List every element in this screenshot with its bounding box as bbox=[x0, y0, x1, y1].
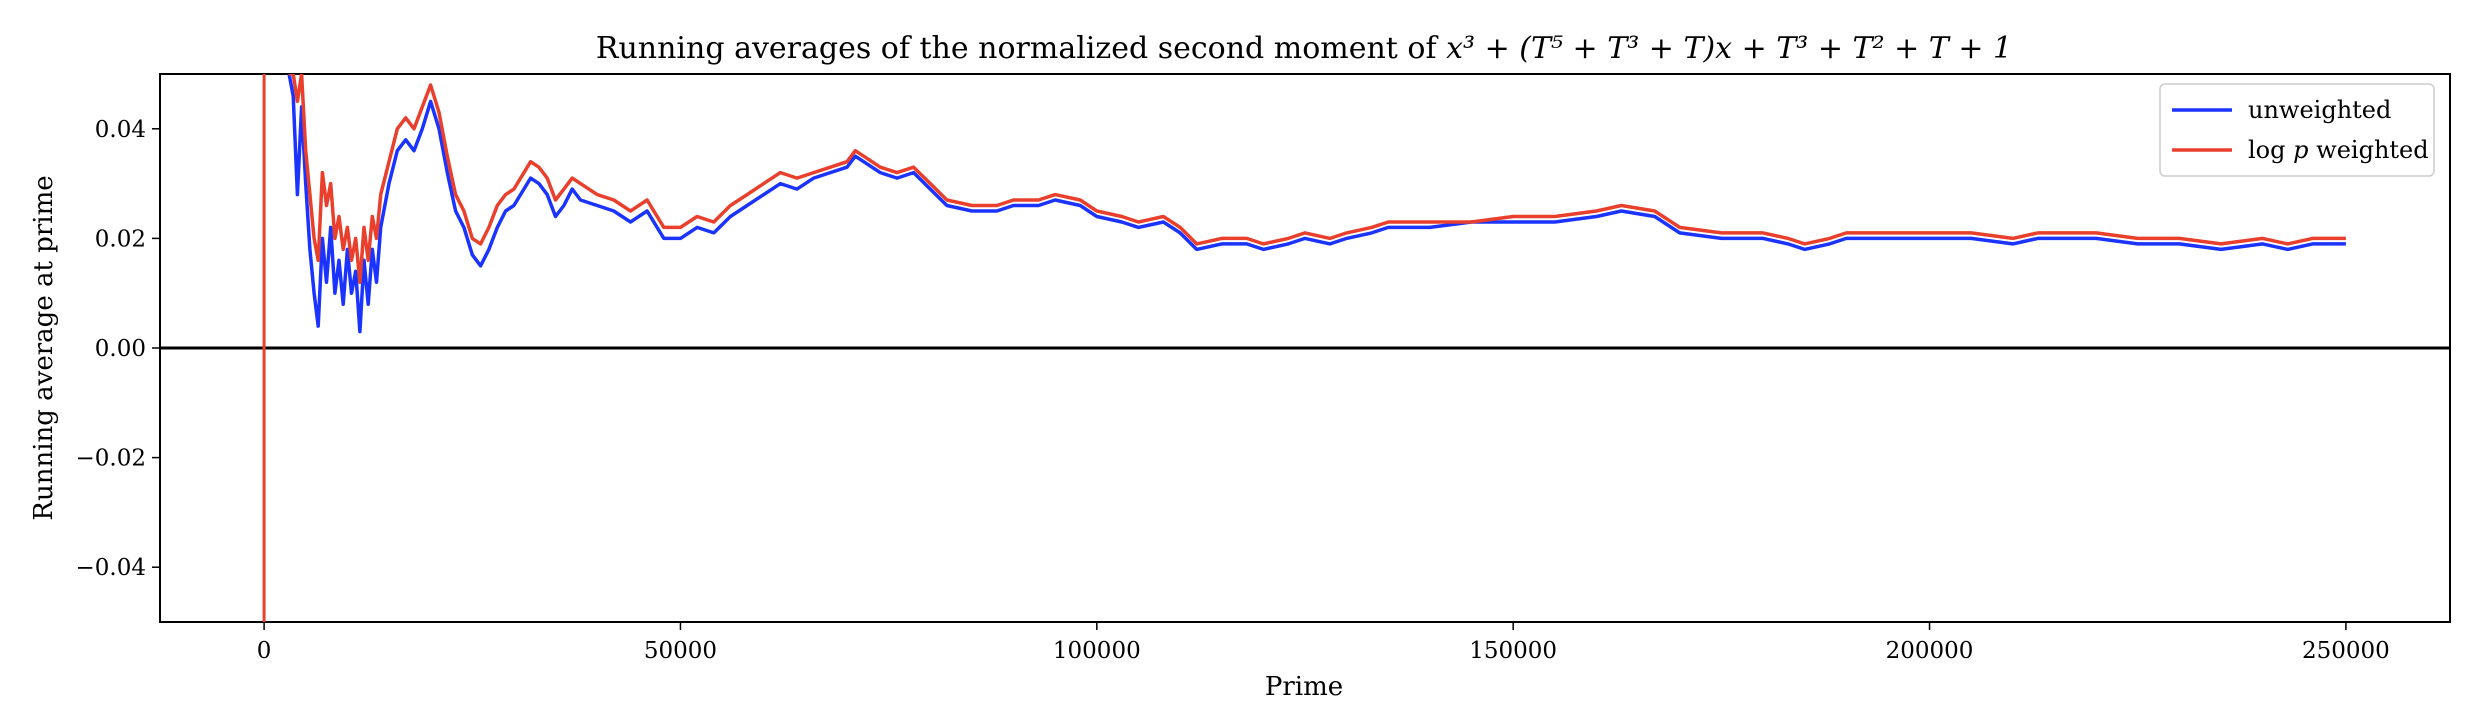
x-tick-label: 150000 bbox=[1469, 638, 1557, 664]
x-tick-label: 50000 bbox=[644, 638, 717, 664]
chart-title: Running averages of the normalized secon… bbox=[596, 31, 2012, 66]
x-tick-label: 250000 bbox=[2302, 638, 2390, 664]
y-axis-label: Running average at prime bbox=[29, 175, 59, 520]
y-tick-label: 0.04 bbox=[95, 117, 146, 143]
x-tick-label: 200000 bbox=[1886, 638, 1974, 664]
y-tick-label: 0.02 bbox=[95, 226, 146, 252]
series-line-log-p-weighted bbox=[289, 74, 2346, 284]
legend-label-p: p bbox=[2293, 136, 2308, 164]
legend-label-log-p-weighted: log p weighted bbox=[2248, 136, 2429, 164]
legend-label-unweighted: unweighted bbox=[2248, 96, 2391, 124]
x-tick-label: 0 bbox=[257, 638, 272, 664]
series-line-unweighted bbox=[287, 74, 2346, 334]
x-axis-label: Prime bbox=[1265, 672, 1343, 702]
legend-label-log: log bbox=[2248, 136, 2286, 164]
y-tick-label: −0.02 bbox=[76, 446, 146, 472]
y-tick-label: −0.04 bbox=[76, 555, 146, 581]
x-tick-label: 100000 bbox=[1053, 638, 1141, 664]
legend-box bbox=[2159, 83, 2435, 177]
y-axis: −0.04 −0.02 0.00 0.02 0.04 bbox=[76, 117, 160, 581]
plot-content bbox=[160, 74, 2450, 622]
chart-title-prefix: Running averages of the normalized secon… bbox=[596, 31, 1446, 66]
y-tick-label: 0.00 bbox=[95, 336, 146, 362]
chart-title-formula: x³ + (T⁵ + T³ + T)x + T³ + T² + T + 1 bbox=[1446, 31, 2012, 66]
legend-label-weighted: weighted bbox=[2316, 136, 2428, 164]
legend: unweighted log p weighted bbox=[2159, 83, 2435, 177]
x-axis: 0 50000 100000 150000 200000 250000 bbox=[257, 622, 2390, 664]
